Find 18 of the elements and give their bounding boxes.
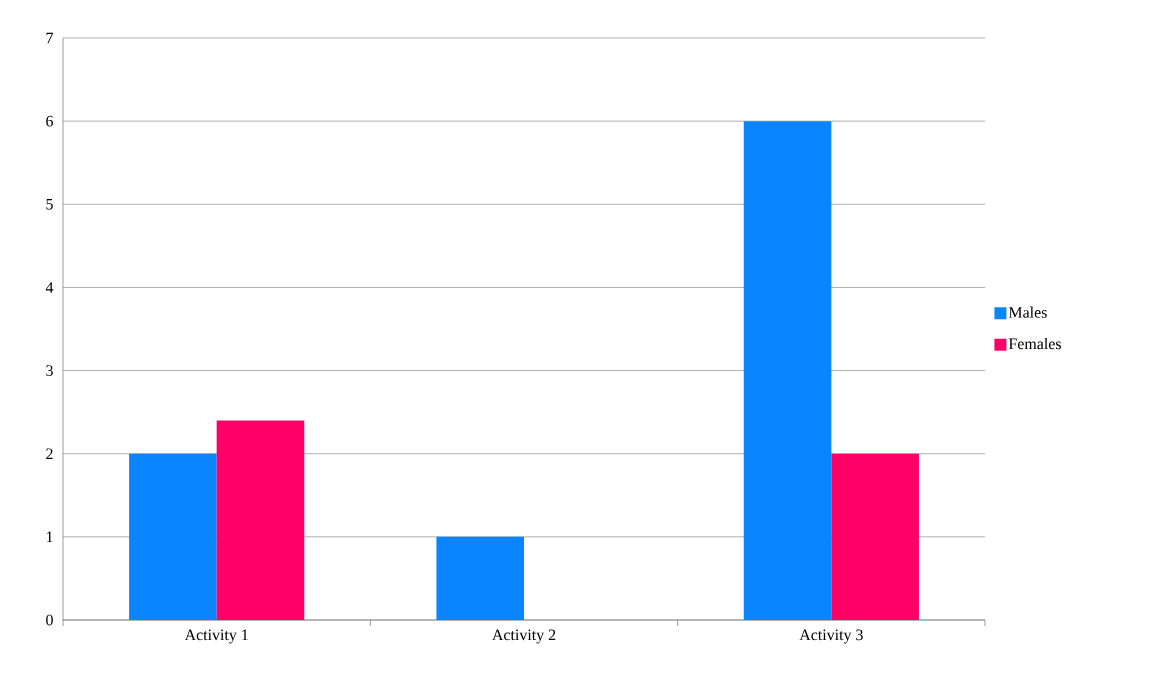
y-tick-label: 3 (46, 365, 53, 376)
x-tick-label: Activity 1 (184, 629, 248, 644)
bar (436, 536, 524, 620)
y-tick-label: 6 (46, 115, 54, 127)
y-tick-label: 4 (45, 282, 54, 293)
y-tick-label: 7 (46, 32, 54, 44)
bar (216, 420, 305, 620)
bar (831, 453, 919, 620)
bar (743, 121, 832, 620)
y-tick-label: 0 (46, 614, 53, 626)
y-tick-label: 5 (46, 198, 53, 210)
y-tick-label: 1 (46, 531, 53, 543)
y-tick-label: 2 (46, 448, 53, 459)
legend-label: Females (1008, 337, 1061, 350)
x-tick-label: Activity 2 (492, 629, 556, 644)
legend-label: Males (1008, 306, 1047, 318)
x-tick-label: Activity 3 (799, 629, 863, 644)
bar (129, 453, 217, 620)
